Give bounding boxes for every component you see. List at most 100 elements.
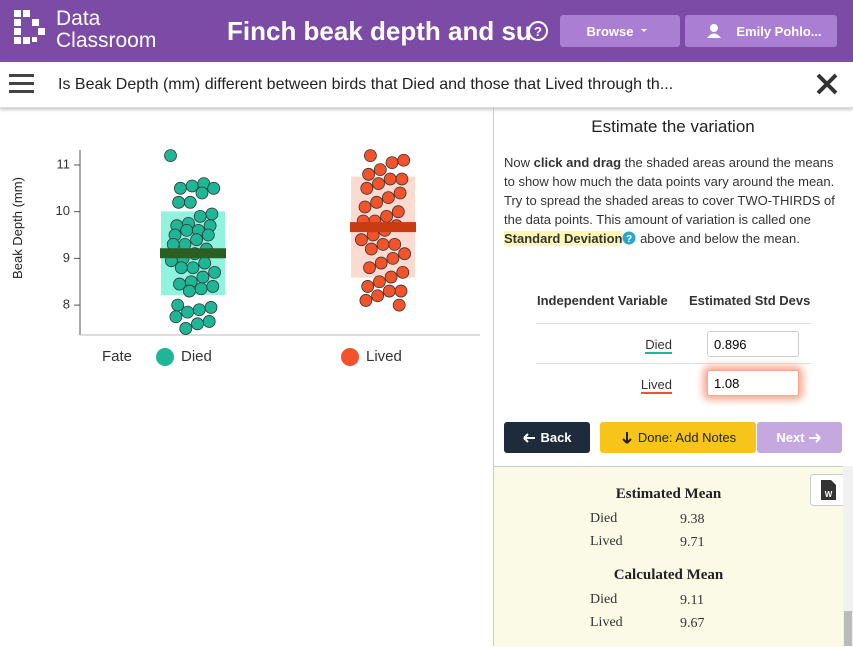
data-point (190, 233, 204, 247)
data-point (182, 284, 196, 298)
data-point (392, 298, 406, 312)
notes-value: 9.67 (680, 616, 705, 631)
panel-title: Estimate the variation (591, 117, 755, 136)
data-point (373, 163, 387, 177)
data-point (395, 172, 409, 186)
data-point (363, 149, 377, 163)
legend-label: Died (181, 348, 212, 365)
data-point (180, 223, 194, 237)
row-label: Lived (542, 377, 672, 394)
data-point (354, 233, 368, 247)
data-point (191, 317, 204, 331)
notes-value: 9.71 (680, 535, 705, 550)
browse-label: Browse (586, 23, 634, 39)
data-point (376, 237, 390, 251)
scroll-thumb[interactable] (844, 611, 852, 646)
table-header: Independent Variable (537, 293, 668, 308)
data-point (361, 280, 375, 293)
data-point (206, 280, 220, 293)
y-axis-label: Beak Depth (mm) (10, 177, 25, 279)
row-label-text: Lived (640, 377, 672, 394)
table-header: Estimated Std Devs (689, 293, 811, 308)
button-label: Back (540, 430, 572, 445)
data-point (205, 207, 219, 221)
data-point (208, 265, 222, 279)
data-point (388, 237, 402, 251)
menu-icon[interactable] (9, 72, 35, 96)
data-point (372, 275, 386, 289)
notes-pane (494, 466, 843, 647)
data-point (360, 181, 374, 195)
data-point (391, 205, 405, 219)
data-point (193, 209, 207, 223)
data-point (201, 228, 215, 242)
user-name: Emily Pohlo... (736, 23, 822, 39)
word-export[interactable]: W (810, 474, 846, 506)
std-input[interactable] (707, 331, 799, 357)
data-point (169, 310, 183, 324)
data-point (174, 261, 188, 275)
data-point (183, 195, 197, 209)
arrow-down (622, 431, 632, 444)
data-point (382, 284, 396, 298)
data-point (173, 181, 187, 195)
data-point (385, 156, 399, 170)
next-button[interactable]: Next (757, 422, 842, 453)
svg-text:?: ? (626, 234, 632, 245)
data-point (172, 195, 186, 209)
close-icon[interactable] (816, 73, 838, 95)
browse-button[interactable]: Browse (560, 15, 680, 47)
data-point (359, 294, 373, 307)
chart: Beak Depth (mm) Fate 8 9 10 11 Died Lived (10, 149, 480, 366)
logo-icon (14, 10, 45, 44)
help-icon[interactable]: ? (527, 20, 549, 42)
text: Now (504, 155, 534, 170)
data-point (396, 265, 410, 279)
data-point (362, 167, 376, 181)
button-label: Next (776, 430, 805, 445)
help-icon[interactable]: ? (622, 231, 636, 245)
std-input[interactable] (707, 370, 799, 396)
data-point (371, 289, 385, 303)
legend-label: Lived (366, 348, 402, 365)
notes-label: Died (590, 511, 618, 526)
divider (536, 363, 811, 364)
back-button[interactable]: Back (504, 422, 590, 453)
data-point (196, 270, 210, 284)
instructions: Now click and drag the shaded areas arou… (504, 153, 844, 248)
question-text: Is Beak Depth (mm) different between bir… (58, 76, 674, 93)
data-point (380, 209, 394, 223)
data-point (363, 261, 376, 275)
data-point (207, 181, 221, 195)
y-tick-label: 8 (63, 297, 70, 312)
mean-bar (160, 248, 226, 259)
arrow-left (523, 432, 536, 443)
data-point (381, 191, 395, 205)
svg-text:?: ? (534, 24, 542, 39)
button-label: Done: Add Notes (637, 430, 737, 445)
user-button[interactable]: Emily Pohlo... (685, 15, 837, 47)
data-point (374, 256, 388, 270)
divider (536, 323, 811, 324)
side-panel (493, 107, 853, 646)
y-tick-label: 10 (56, 203, 70, 218)
term-highlight[interactable]: Standard Deviation (504, 231, 623, 246)
legend-swatch (156, 348, 174, 366)
data-point (370, 195, 384, 209)
data-point (393, 186, 407, 200)
data-point (398, 247, 412, 261)
data-point (372, 177, 385, 191)
scrollbar[interactable] (843, 466, 853, 646)
done-button[interactable]: Done: Add Notes (600, 422, 756, 453)
data-point (386, 251, 400, 265)
y-tick-label: 9 (63, 250, 70, 265)
notes-value: 9.11 (680, 593, 704, 608)
data-point (202, 315, 216, 328)
data-point (364, 242, 378, 256)
svg-text:W: W (825, 490, 833, 499)
data-point (192, 303, 206, 317)
y-tick-label: 11 (57, 156, 71, 171)
data-point (173, 277, 186, 291)
logo-text[interactable]: Data Classroom (56, 8, 156, 52)
